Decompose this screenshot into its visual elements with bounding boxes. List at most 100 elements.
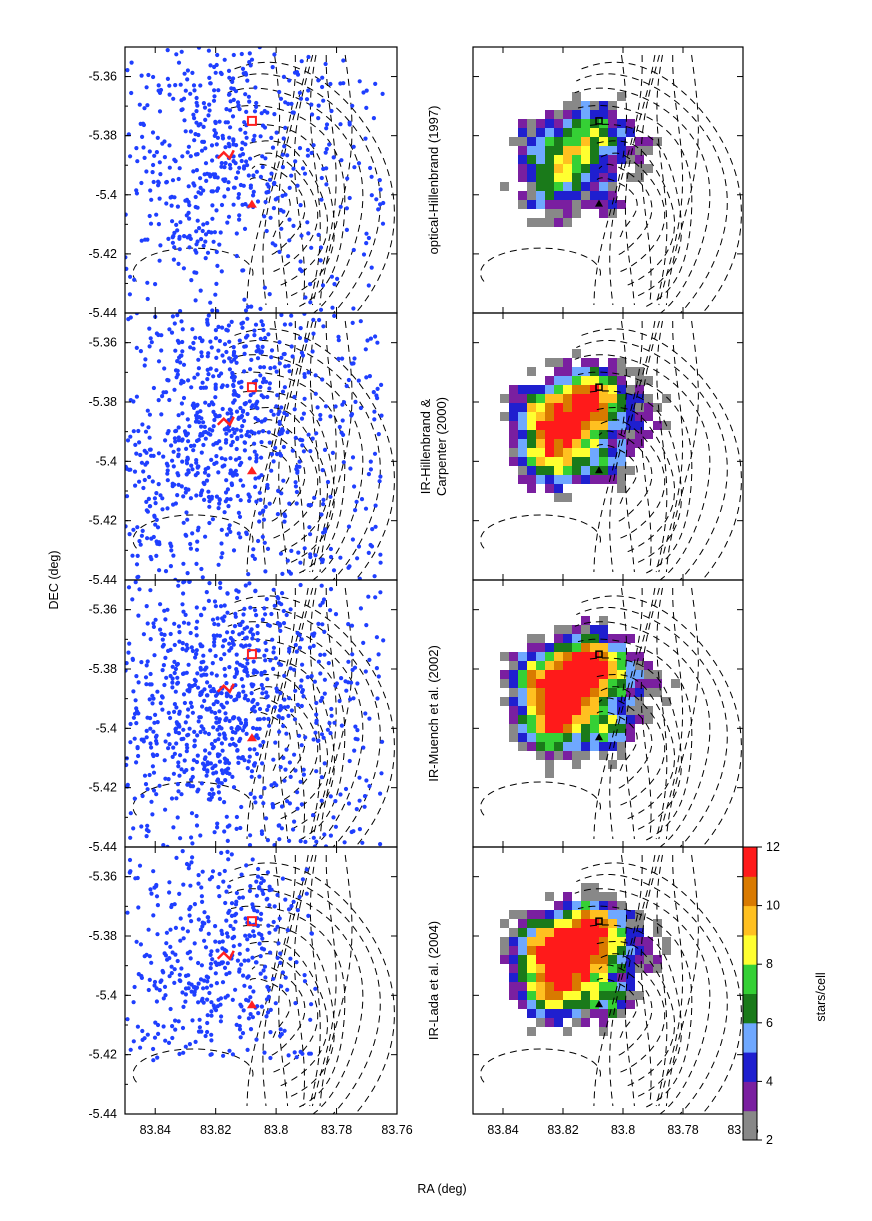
star-point [255,631,260,636]
star-point [190,766,195,772]
star-point [170,1024,175,1029]
star-point [238,535,243,540]
density-cell [599,724,608,733]
y-tick-label: -5.36 [89,70,118,84]
density-cell [581,394,590,403]
density-cell [527,928,536,937]
star-point [314,839,319,844]
star-point [167,165,172,170]
star-point [295,630,300,636]
star-point [216,754,221,759]
star-point [196,881,201,886]
density-cell [554,358,563,367]
density-cell [608,946,617,955]
star-point [205,250,211,255]
density-cell [617,919,626,928]
star-point [333,404,338,409]
density-cell [581,706,590,715]
star-point [259,393,264,398]
star-point [244,159,249,164]
star-point [202,698,207,704]
density-cell [635,937,644,946]
density-cell [563,110,572,119]
star-point [160,637,165,642]
star-point [316,103,321,108]
star-point [280,970,285,975]
density-cell [554,973,563,982]
star-point [236,531,241,536]
star-point [152,496,157,501]
density-cell [626,706,635,715]
star-point [219,456,224,461]
star-point [268,1007,273,1013]
star-point [254,726,259,732]
density-cell [590,973,599,982]
density-cell [554,991,563,1000]
density-cell [608,919,617,928]
star-point [226,504,231,509]
star-point [149,745,154,750]
star-point [240,619,245,624]
density-cell [599,128,608,137]
density-cell [563,1009,572,1018]
star-point [194,95,199,101]
density-cell [644,679,653,688]
star-point [176,447,181,452]
star-point [227,339,232,344]
star-point [245,333,250,338]
star-point [155,720,160,725]
star-point [268,658,273,663]
star-point [303,839,308,845]
star-point [277,89,282,95]
star-point [301,449,306,454]
density-cell [500,946,509,955]
density-cell [545,146,554,155]
star-point [168,944,173,950]
density-cell [518,164,527,173]
density-cell [527,1027,536,1036]
star-point [345,176,350,181]
star-point [281,444,286,450]
star-point [177,1051,182,1057]
star-point [312,844,317,847]
star-point [244,670,249,675]
density-cell [527,421,536,430]
density-cell [572,946,581,955]
star-point [154,792,159,797]
density-cell [518,928,527,937]
scatter-panel-3: -5.36-5.38-5.4-5.42-5.44 [89,579,398,854]
density-cell [563,742,572,751]
star-point [198,83,203,88]
star-point [139,533,144,538]
star-point [160,496,165,501]
star-point [216,88,221,93]
density-cell [590,403,599,412]
density-cell [500,652,509,661]
density-cell [635,430,644,439]
scatter-panel-4: -5.36-5.38-5.4-5.42-5.44 [89,846,398,1121]
star-point [265,394,270,400]
density-cell [581,191,590,200]
star-point [297,645,303,650]
star-point [247,60,252,65]
star-point [181,266,186,271]
density-cell [563,715,572,724]
star-point [156,398,161,403]
contour-line [577,328,742,580]
star-point [292,752,297,757]
density-cell [581,643,590,652]
density-cell [500,412,509,421]
density-cell [527,742,536,751]
density-cell [581,367,590,376]
density-cell [563,661,572,670]
star-point [313,373,318,378]
star-point [140,1028,145,1034]
contour-line [239,657,336,830]
star-point [142,1036,147,1041]
star-point [126,650,131,655]
star-point [287,217,292,222]
contour-line [227,354,364,580]
star-point [298,259,303,264]
density-cell [581,164,590,173]
star-point [144,508,149,513]
